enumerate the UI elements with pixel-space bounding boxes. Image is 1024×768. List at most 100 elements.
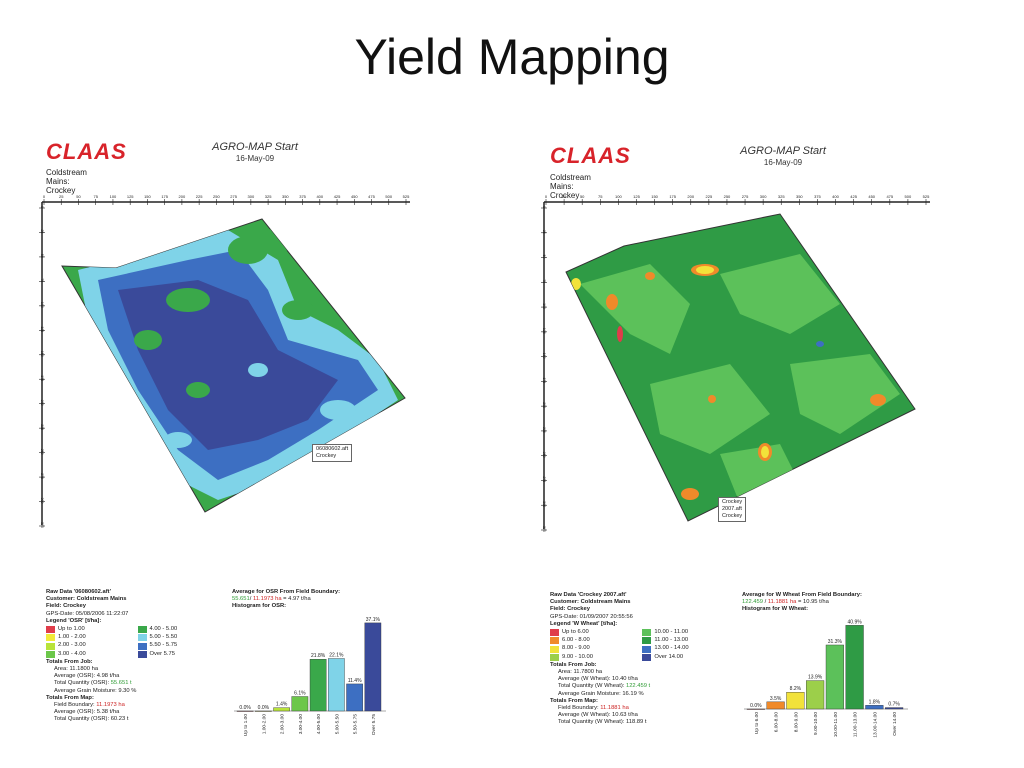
histogram-average: 55.651/ 11.1973 ha = 4.97 t/ha [232,596,392,603]
legend-title: Legend 'W Wheat' [t/ha]: [550,620,618,627]
histogram-bar [309,659,327,712]
map-file-label: Crockey 2007.aft Crockey [718,497,747,522]
histogram-category-label: 6.00-8.00 [774,712,780,733]
histogram-value-label: 8.2% [790,686,802,692]
ruler-label: 175 [542,377,546,383]
ruler-label: 50 [580,194,585,199]
legend-item: 5.50 - 5.75 [137,642,222,650]
ruler-label: 425 [334,194,341,199]
map-file-label: 06080602.aft Crockey [312,444,353,462]
histogram-category-label: 1.00-2.00 [261,714,267,735]
raw-data-title: Raw Data 'Crockey 2007.aft' [550,592,627,598]
legend-label: 2.00 - 3.00 [58,642,86,649]
ruler-label: 350 [796,194,803,199]
legend-item: 1.00 - 2.00 [46,634,130,642]
legend-label: 10.00 - 11.00 [654,629,689,636]
histogram-category-label: 3.00-4.00 [298,714,304,735]
ruler-label: 175 [161,194,168,199]
customer: Customer: Coldstream Mains [46,596,127,603]
histogram-value-label: 0.0% [750,703,762,709]
boundary-value: 11.1881 ha [600,705,629,712]
boundary-label: Field Boundary: [54,702,97,709]
avg-sep: / [249,596,253,602]
ruler-label: 125 [542,328,546,334]
legend-swatch [550,637,559,645]
ruler-label: 25 [542,230,546,234]
moisture: Average Grain Moisture: 16.19 % [558,690,644,697]
legend-label: Over 14.00 [654,653,684,660]
histogram-heading: Average for W Wheat From Field Boundary: [742,592,862,598]
histogram-value-label: 6.1% [294,691,306,697]
legend-swatch [642,653,652,661]
yield-map-osr: 0 25 50 75 100 125 150 175 200 225 250 275 300 325 350… [39,194,410,528]
legend-label: Up to 1.00 [58,626,85,633]
histogram-value-label: 13.9% [808,675,823,681]
total-quantity-label: Total Quantity (W Wheat): [558,683,626,690]
ruler-label: 200 [40,400,44,406]
ruler-label: 200 [542,402,546,408]
legend-label: 3.00 - 4.00 [58,650,86,657]
legend-title: Legend 'OSR' [t/ha]: [46,617,102,624]
histogram-value-label: 3.5% [770,696,782,702]
histogram-bar [291,696,309,712]
average: Average (W Wheat): 10.40 t/ha [558,676,638,683]
ruler-label: 150 [651,194,658,199]
field-name: Coldstream Mains: Crockey [46,168,87,195]
ruler-label: 325 [40,522,44,528]
histogram-average: 122.459 / 11.1881 ha = 10.95 t/ha [742,599,912,606]
ruler-label: 475 [886,194,893,199]
ruler-label: 150 [144,194,151,199]
ruler-label: 175 [40,375,44,381]
ruler-label: 450 [351,194,358,199]
legend-swatch [137,642,147,650]
legend-swatch [46,642,55,650]
histogram-heading: Average for OSR From Field Boundary: [232,589,341,595]
avg-sep: / [762,599,768,605]
ruler-label: 300 [40,498,44,504]
legend-item: 5.00 - 5.50 [137,634,222,642]
ruler-label: 100 [40,302,44,308]
histogram-value-label: 22.1% [329,653,344,659]
ruler-label: 500 [385,194,392,199]
ruler-label: 50 [542,255,546,259]
legend-item: Over 5.75 [137,651,222,658]
histogram-bar [255,710,272,712]
moisture: Average Grain Moisture: 9.30 % [54,687,137,694]
histogram-bar [865,705,884,710]
claas-logo: CLAAS [550,143,631,168]
histogram-value-label: 1.8% [869,699,881,705]
ruler-label: 300 [248,194,255,199]
ruler-label: 225 [706,194,713,199]
avg-result: = 10.95 t/ha [796,599,829,605]
histogram-subtitle: Histogram for W Wheat: [742,606,809,612]
zone-green [166,288,210,312]
field: Field: Crockey [46,603,86,610]
histogram-value-label: 40.9% [848,619,863,625]
legend-item: 8.00 - 9.00 [550,645,634,653]
histogram-category-label: Up to 6.00 [754,712,760,734]
ruler-label: 450 [868,194,875,199]
raw-data-title: Raw Data '06080602.aft' [46,589,111,595]
ruler-label: 275 [542,477,546,483]
histogram-bar [236,710,254,712]
histogram-category-label: 13.00-14.00 [872,712,878,738]
ruler-label: 200 [687,194,694,199]
total-quantity-value: 122.459 t [625,683,651,690]
ruler-label: 400 [832,194,839,199]
area: Area: 11.1800 ha [54,666,99,673]
ruler-label: 250 [40,449,44,455]
gps-date: GPS-Date: 05/08/2006 11:22:07 [46,610,129,617]
ruler-label: 475 [368,194,375,199]
legend-swatch [550,653,559,661]
ruler-label: 500 [905,194,912,199]
ruler-label: 250 [724,194,731,199]
ruler-label: 125 [127,194,134,199]
map-field-name: Crockey [722,513,743,519]
histogram-value-label: 31.3% [828,639,843,645]
ruler-label: 0 [542,206,546,208]
map-field-name: Crockey [316,453,337,459]
ruler-label: 25 [562,194,567,199]
legend-label: 5.50 - 5.75 [149,642,178,649]
ruler-label: 25 [59,194,64,199]
average: Average (OSR): 4.98 t/ha [54,673,120,680]
